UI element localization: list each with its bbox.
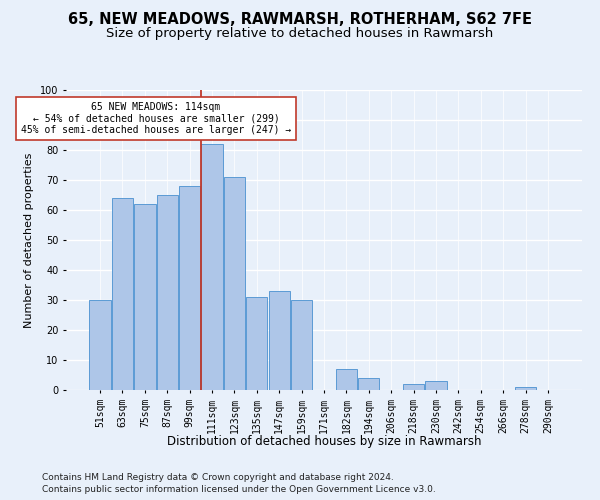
Bar — [358, 378, 379, 390]
Text: Contains HM Land Registry data © Crown copyright and database right 2024.: Contains HM Land Registry data © Crown c… — [42, 472, 394, 482]
Bar — [224, 177, 245, 390]
Bar — [112, 198, 133, 390]
Bar — [89, 300, 111, 390]
Text: Contains public sector information licensed under the Open Government Licence v3: Contains public sector information licen… — [42, 485, 436, 494]
Bar — [403, 384, 424, 390]
Text: Distribution of detached houses by size in Rawmarsh: Distribution of detached houses by size … — [167, 435, 481, 448]
Bar — [269, 291, 290, 390]
Y-axis label: Number of detached properties: Number of detached properties — [25, 152, 34, 328]
Bar — [179, 186, 200, 390]
Bar — [291, 300, 312, 390]
Bar — [246, 297, 268, 390]
Bar — [157, 195, 178, 390]
Bar — [336, 369, 357, 390]
Bar — [134, 204, 155, 390]
Bar — [202, 144, 223, 390]
Bar — [425, 381, 446, 390]
Text: 65, NEW MEADOWS, RAWMARSH, ROTHERHAM, S62 7FE: 65, NEW MEADOWS, RAWMARSH, ROTHERHAM, S6… — [68, 12, 532, 28]
Text: Size of property relative to detached houses in Rawmarsh: Size of property relative to detached ho… — [106, 28, 494, 40]
Text: 65 NEW MEADOWS: 114sqm
← 54% of detached houses are smaller (299)
45% of semi-de: 65 NEW MEADOWS: 114sqm ← 54% of detached… — [21, 102, 291, 135]
Bar — [515, 387, 536, 390]
